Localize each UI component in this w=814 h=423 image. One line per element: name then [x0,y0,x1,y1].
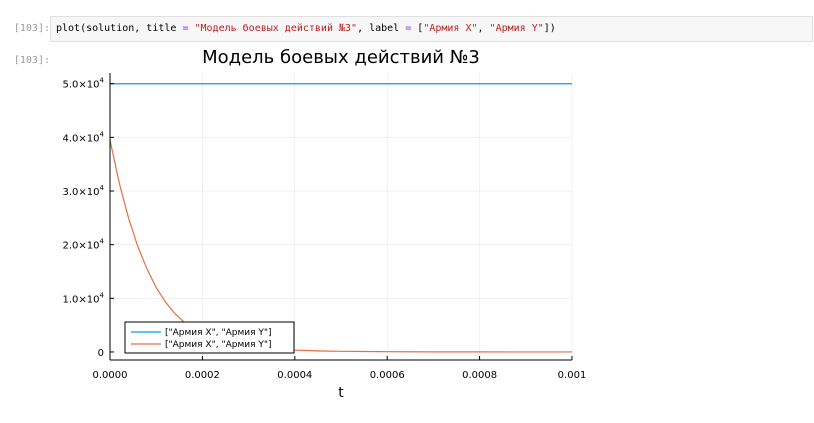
code-label1-string: "Армия X" [423,23,478,34]
x-tick-label-5: 0.001 [558,370,587,381]
code-title-string: "Модель боевых действий №3" [194,23,358,34]
y-tick-label-5: 5.0×104 [63,77,105,91]
input-prompt: [103]: [13,23,50,34]
code-op-eq: = [182,23,189,34]
axes [109,73,573,361]
code-comma: , [477,23,490,34]
x-axis-label: t [338,385,344,401]
code-cell[interactable]: plot(solution, title = "Модель боевых де… [50,16,813,42]
plot-output: 0.0000 0.0002 0.0004 0.0006 0.0008 0.001 0 1.0×… [63,47,587,401]
legend-entry-1: ["Армия X", "Армия Y"] [165,340,272,350]
series-line-1 [109,139,573,353]
code-label-kw: , label [357,23,406,34]
output-prompt: [103]: [13,55,50,66]
code-label2-string: "Армия Y" [489,23,544,34]
x-tick-label-4: 0.0008 [462,370,497,381]
x-tick-label-1: 0.0002 [185,370,220,381]
legend-box [124,321,295,354]
y-tick-label-0: 0 [98,348,104,359]
x-tick-label-2: 0.0004 [277,370,312,381]
y-tick-label-4: 4.0×104 [63,130,105,144]
y-tick-label-1: 1.0×104 [63,291,105,305]
x-tick-label-0: 0.0000 [93,370,128,381]
legend-entry-0: ["Армия X", "Армия Y"] [165,328,272,338]
x-tick-label-3: 0.0006 [370,370,405,381]
tick-labels: 0.0000 0.0002 0.0004 0.0006 0.0008 0.001 0 1.0×… [63,77,587,381]
series-layer [109,83,573,353]
chart-title: Модель боевых действий №3 [202,47,480,68]
code-close: ]) [543,23,556,34]
y-tick-label-3: 3.0×104 [63,184,105,198]
legend: ["Армия X", "Армия Y"] ["Армия X", "Армия… [124,321,295,354]
code-func: plot(solution, title [56,23,183,34]
code-op-eq-2: = [405,23,412,34]
y-tick-label-2: 2.0×104 [63,238,105,252]
code-bracket-open: [ [411,23,424,34]
